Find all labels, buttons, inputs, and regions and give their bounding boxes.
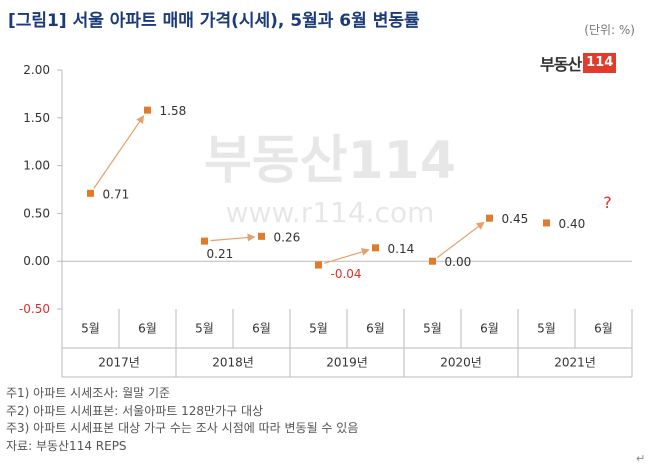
y-tick-label: -0.50 [19, 302, 50, 316]
data-point [87, 189, 94, 197]
month-label: 6월 [252, 322, 271, 336]
y-tick-label: 1.00 [23, 159, 50, 173]
logo-text: 부동산 [540, 55, 582, 74]
data-label: -0.04 [331, 267, 362, 281]
watermark-logo: 부동산114 [204, 131, 456, 191]
month-label: 5월 [537, 322, 556, 336]
data-point [201, 237, 208, 245]
data-label: 1.58 [160, 104, 187, 118]
change-arrow [324, 248, 370, 264]
watermark-url: www.r114.com [226, 196, 435, 229]
y-tick-label: 0.50 [23, 206, 50, 220]
data-point [372, 244, 379, 252]
footnotes: 주1) 아파트 시세조사: 월말 기준 주2) 아파트 시세표본: 서울아파트 … [6, 385, 358, 455]
year-label: 2020년 [440, 356, 482, 370]
data-label: 0.21 [207, 247, 234, 261]
y-axis: 2.00 1.50 1.00 0.50 0.00 -0.50 [19, 63, 632, 316]
footnote-3: 주3) 아파트 시세표본 대상 가구 수는 조사 시점에 따라 변동될 수 있음 [6, 421, 359, 435]
data-label: 0.14 [388, 242, 415, 256]
y-tick-label: 0.00 [23, 254, 50, 268]
data-label: 0.40 [559, 217, 586, 231]
watermark: 부동산114 www.r114.com [204, 131, 456, 229]
data-series: 0.71 1.58 0.21 0.26 -0.04 0.14 0.00 0.45 0.40? [87, 104, 612, 281]
y-tick-label: 2.00 [23, 63, 50, 77]
x-axis: 5월 6월 2017년 5월 6월 2018년 5월 6월 2019년 5월 6월 2020년 5월 6월… [61, 309, 633, 378]
year-label: 2018년 [212, 356, 254, 370]
data-point [144, 106, 151, 114]
year-label: 2017년 [98, 356, 140, 370]
change-arrow [210, 233, 256, 242]
chart-area: 부동산114 www.r114.com 2.00 1.50 1.00 0.50 0.00… [19, 63, 633, 378]
month-label: 6월 [594, 322, 613, 336]
logo-box: 114 [583, 53, 617, 73]
return-mark: ↵ [636, 452, 646, 465]
data-point [543, 219, 550, 227]
unknown-value-mark: ? [603, 193, 612, 212]
y-tick-label: 1.50 [23, 111, 50, 125]
month-label: 5월 [195, 322, 214, 336]
source-note: 자료: 부동산114 REPS [6, 438, 127, 453]
unit-label: (단위: %) [584, 23, 635, 37]
data-label: 0.45 [502, 212, 529, 226]
month-label: 5월 [81, 322, 100, 336]
month-label: 5월 [423, 322, 442, 336]
brand-logo: 부동산 114 [540, 52, 617, 74]
year-label: 2019년 [326, 356, 368, 370]
data-point [258, 232, 265, 240]
footnote-1: 주1) 아파트 시세조사: 월말 기준 [6, 386, 171, 400]
month-label: 6월 [138, 322, 157, 336]
data-point [315, 261, 322, 269]
data-point [429, 257, 436, 265]
change-arrow [436, 221, 485, 259]
data-label: 0.71 [103, 187, 130, 201]
footnote-2: 주2) 아파트 시세표본: 서울아파트 128만가구 대상 [6, 403, 264, 418]
data-label: 0.00 [445, 255, 472, 269]
month-label: 5월 [309, 322, 328, 336]
data-label: 0.26 [274, 230, 301, 244]
month-label: 6월 [480, 322, 499, 336]
data-point [486, 214, 493, 222]
year-label: 2021년 [554, 356, 596, 370]
change-arrow [93, 115, 145, 189]
month-label: 6월 [366, 322, 385, 336]
chart-title: [그림1] 서울 아파트 매매 가격(시세), 5월과 6월 변동률 [8, 11, 420, 31]
